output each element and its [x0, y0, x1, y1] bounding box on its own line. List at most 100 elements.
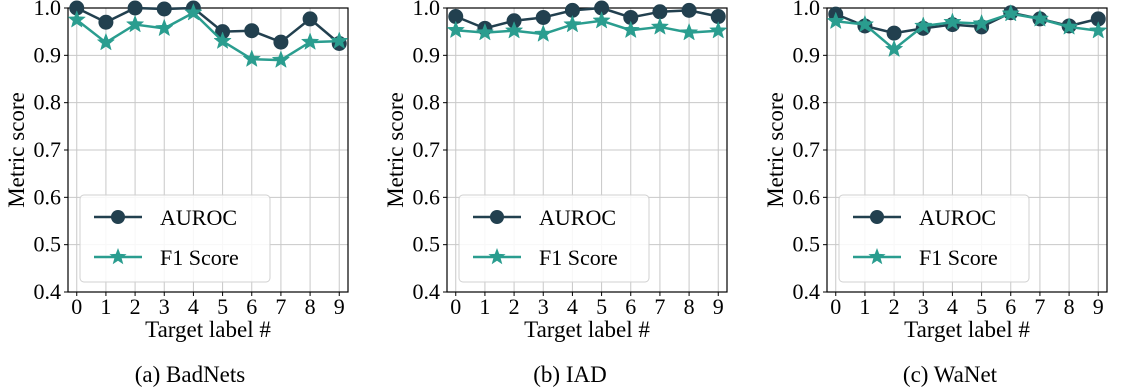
x-tick-label: 4: [567, 294, 578, 319]
data-point: [1059, 17, 1079, 35]
x-tick-label: 4: [947, 294, 958, 319]
y-tick-label: 1.0: [413, 0, 441, 20]
data-point: [330, 31, 349, 49]
x-tick-label: 5: [976, 294, 987, 319]
data-point: [1001, 3, 1020, 22]
data-point: [446, 20, 465, 39]
x-tick-label: 7: [654, 294, 665, 319]
y-tick-label: 0.7: [413, 137, 441, 162]
x-tick-label: 1: [859, 294, 870, 319]
y-tick-label: 0.7: [34, 137, 62, 162]
data-point: [155, 18, 174, 37]
legend-label: F1 Score: [160, 245, 239, 270]
x-tick-label: 9: [1093, 294, 1104, 319]
data-point: [273, 34, 289, 50]
data-point: [650, 17, 670, 35]
x-tick-label: 7: [275, 294, 286, 319]
x-tick-label: 2: [509, 294, 520, 319]
x-tick-label: 0: [830, 294, 841, 319]
y-tick-label: 0.9: [34, 42, 62, 67]
data-point: [271, 50, 291, 68]
data-point: [127, 0, 143, 16]
series-f1-score: [67, 3, 349, 68]
panel-caption: (b) IAD: [533, 362, 606, 387]
series-line: [835, 12, 1099, 51]
legend-marker: [490, 210, 504, 224]
legend-marker: [488, 248, 506, 265]
x-tick-label: 3: [918, 294, 929, 319]
x-tick-label: 8: [1064, 294, 1075, 319]
x-tick-label: 1: [100, 294, 111, 319]
data-point: [1030, 9, 1050, 27]
x-tick-label: 3: [538, 294, 549, 319]
x-tick-label: 0: [71, 294, 82, 319]
series-line: [76, 6, 341, 45]
y-tick-label: 0.6: [34, 184, 62, 209]
data-point: [534, 24, 553, 42]
data-point: [535, 9, 551, 25]
data-point: [96, 32, 116, 51]
legend-label: AUROC: [160, 205, 237, 230]
data-point: [242, 49, 261, 67]
y-axis-label: Metric score: [383, 92, 408, 208]
x-tick-label: 0: [450, 294, 461, 319]
data-point: [1089, 21, 1108, 39]
y-tick-label: 0.5: [34, 232, 62, 257]
data-point: [184, 3, 203, 21]
data-point: [563, 14, 582, 33]
y-tick-label: 0.9: [793, 42, 821, 67]
legend: AUROC F1 Score: [838, 194, 1030, 283]
legend-label: AUROC: [919, 205, 996, 230]
panel-caption: (a) BadNets: [135, 362, 246, 387]
x-tick-label: 8: [305, 294, 316, 319]
series-f1-score: [826, 3, 1108, 58]
y-tick-label: 0.9: [413, 42, 441, 67]
data-point: [302, 11, 318, 27]
x-tick-label: 9: [334, 294, 345, 319]
y-tick-label: 0.4: [34, 279, 62, 304]
y-tick-label: 0.4: [413, 279, 441, 304]
data-point: [914, 16, 933, 34]
chart-panel-2: 0 1 2 3 4 5 6 7 8 9 0.4 0.5 0.6 0.7 0.8 0.9 1.0 Target la…: [383, 0, 728, 387]
y-tick-label: 0.8: [34, 90, 62, 115]
series-line: [455, 6, 719, 30]
data-point: [826, 11, 845, 30]
y-tick-label: 0.8: [413, 90, 441, 115]
data-point: [972, 13, 991, 32]
legend-marker: [109, 248, 127, 265]
legend-label: F1 Score: [919, 245, 998, 270]
y-tick-label: 0.5: [793, 232, 821, 257]
y-tick-label: 0.6: [793, 184, 821, 209]
x-tick-label: 5: [217, 294, 228, 319]
series-line: [75, 11, 340, 62]
y-axis-label: Metric score: [763, 92, 788, 208]
x-tick-label: 5: [596, 294, 607, 319]
data-point: [681, 2, 697, 18]
data-point: [125, 14, 145, 33]
data-point: [679, 22, 699, 41]
legend: AUROC F1 Score: [79, 194, 271, 283]
x-tick-label: 9: [713, 294, 724, 319]
y-tick-label: 0.5: [413, 232, 441, 257]
data-point: [943, 12, 962, 31]
legend-marker: [868, 248, 886, 265]
data-point: [244, 23, 260, 39]
chart-panel-3: 0 1 2 3 4 5 6 7 8 9 0.4 0.5 0.6 0.7 0.8 0.9 1.0 Target la…: [763, 0, 1108, 387]
panel-caption: (c) WaNet: [903, 362, 998, 387]
y-tick-label: 0.4: [793, 279, 821, 304]
legend-marker: [111, 210, 125, 224]
x-tick-label: 1: [479, 294, 490, 319]
data-point: [709, 21, 728, 39]
x-tick-label: 3: [159, 294, 170, 319]
x-tick-label: 2: [889, 294, 900, 319]
data-point: [475, 22, 495, 41]
data-point: [855, 14, 875, 33]
y-tick-label: 0.7: [793, 137, 821, 162]
data-point: [300, 32, 320, 50]
series-line: [455, 19, 719, 36]
x-tick-label: 6: [246, 294, 257, 319]
x-tick-label: 8: [684, 294, 695, 319]
data-point: [592, 11, 611, 29]
series-f1-score: [446, 11, 728, 42]
